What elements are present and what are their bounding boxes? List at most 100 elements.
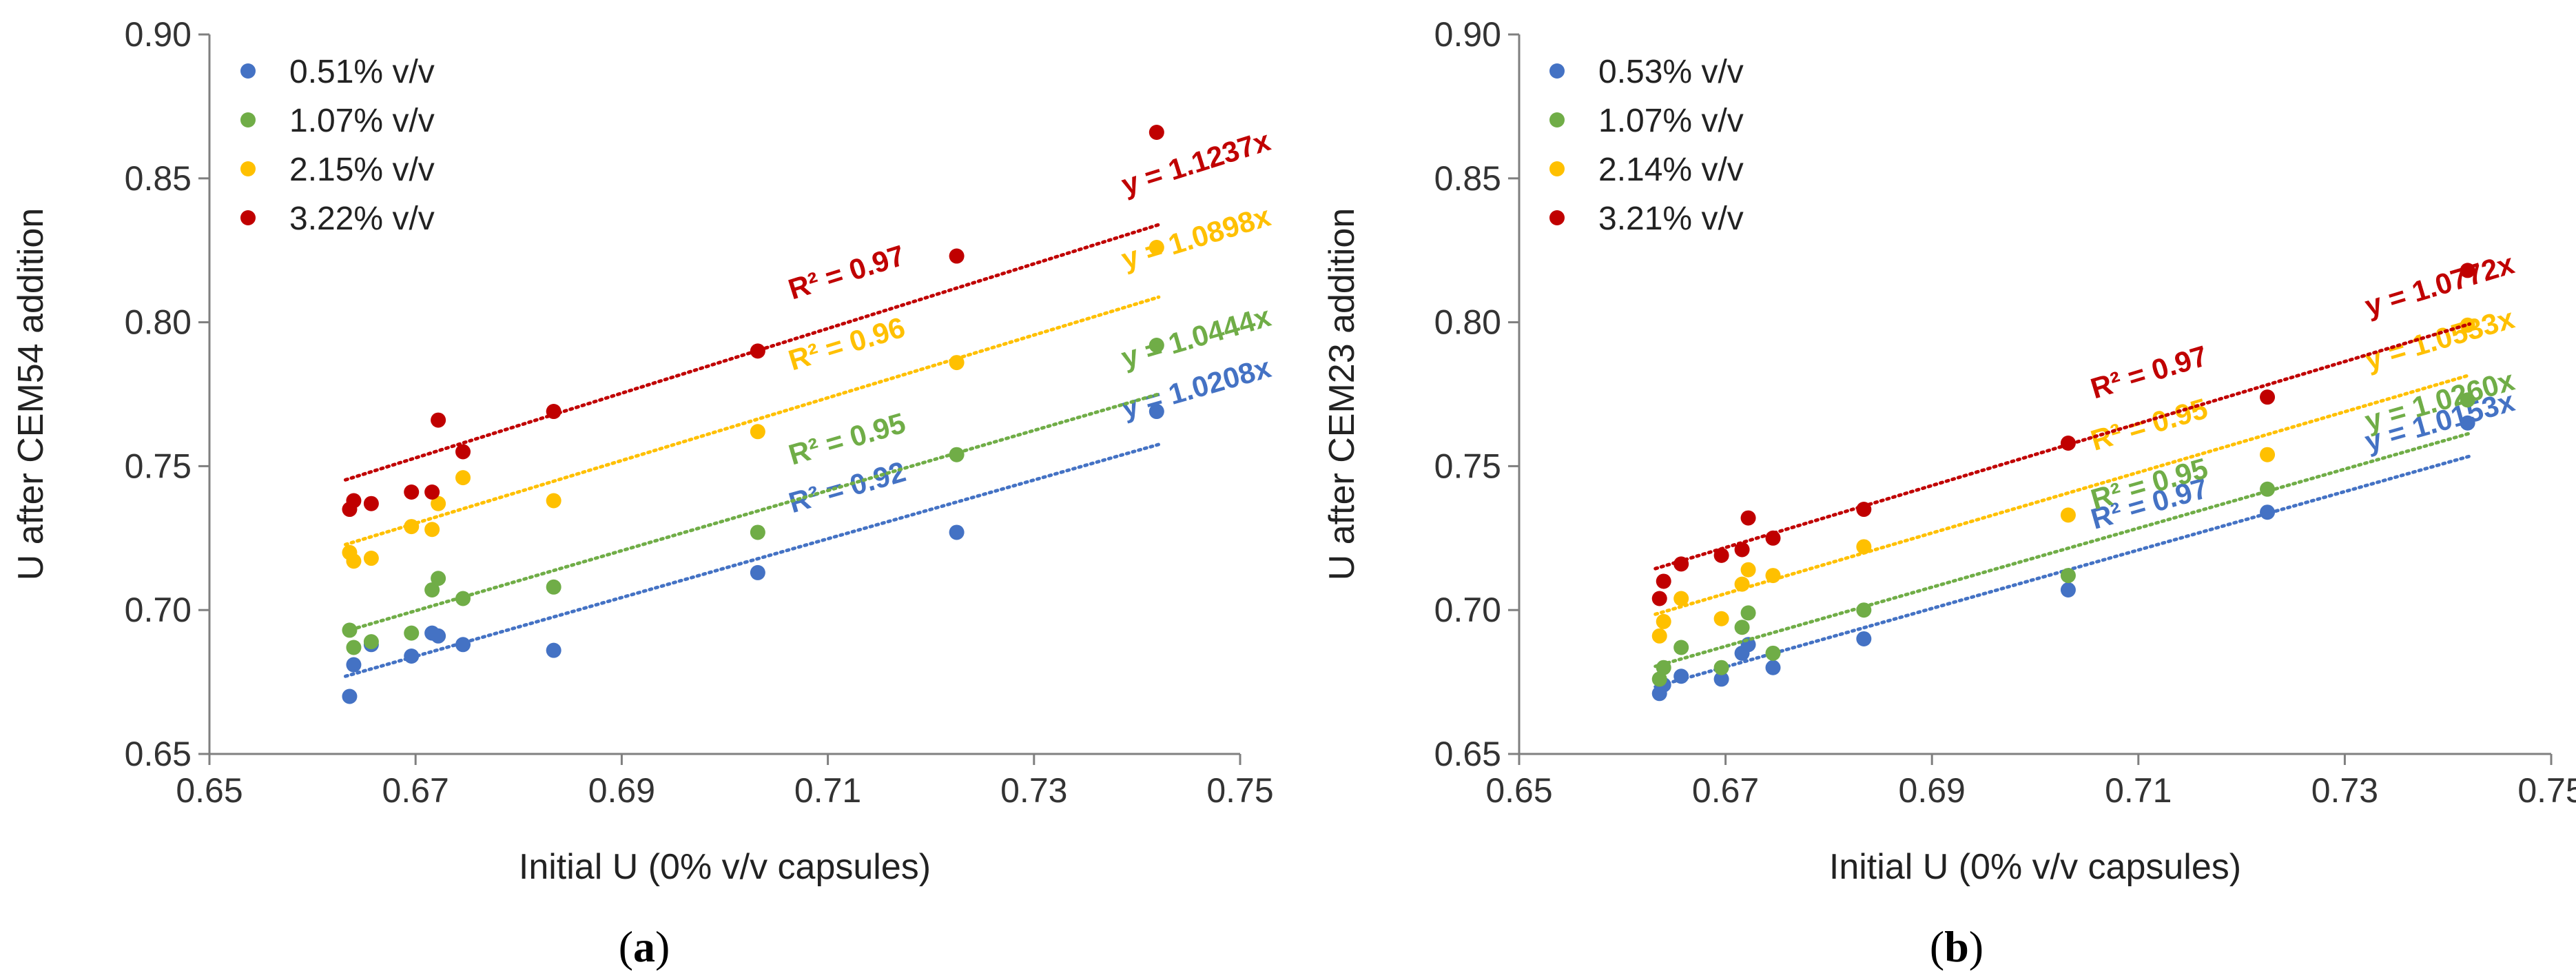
data-point <box>1651 628 1667 644</box>
y-tick-label: 0.75 <box>1434 447 1501 485</box>
trendline <box>343 295 1161 547</box>
x-axis-title: Initial U (0% v/v capsules) <box>1829 847 2241 887</box>
data-point <box>1713 547 1729 563</box>
data-point <box>2260 447 2276 462</box>
panel-label-letter: b <box>1944 922 1969 971</box>
data-point <box>1713 660 1729 675</box>
x-tick-label: 0.75 <box>1206 771 1273 810</box>
data-point <box>1856 602 1872 618</box>
data-point <box>1148 124 1164 140</box>
data-point <box>346 657 362 673</box>
data-point <box>1656 613 1671 629</box>
y-tick-label: 0.65 <box>1434 735 1501 773</box>
legend-label: 0.51% v/v <box>289 54 435 90</box>
data-point <box>949 355 965 371</box>
y-tick-label: 0.90 <box>1434 15 1501 54</box>
trendline <box>1653 373 2472 616</box>
x-tick-label: 0.69 <box>1899 771 1966 810</box>
y-tick-label: 0.65 <box>125 735 192 773</box>
x-tick-label: 0.71 <box>2105 771 2172 810</box>
legend-marker <box>240 63 256 79</box>
legend-marker <box>1549 210 1565 225</box>
data-point <box>1734 620 1750 635</box>
data-point <box>2460 392 2475 408</box>
legend-marker <box>1549 112 1565 127</box>
legend-marker <box>240 112 256 127</box>
data-point <box>1651 591 1667 606</box>
legend-label: 2.15% v/v <box>289 152 435 188</box>
legend-marker <box>240 161 256 176</box>
y-axis-title: U after CEM23 addition <box>1322 208 1362 581</box>
chart-panel-a: 0.65 0.70 0.75 0.80 0.85 0.90 0.65 0.67 0.69 0.71… <box>11 15 1275 971</box>
data-point <box>2260 481 2276 497</box>
y-tick-label: 0.85 <box>125 159 192 198</box>
data-point <box>363 496 379 511</box>
r-squared-label: R² = 0.96 <box>785 311 909 377</box>
data-point <box>949 524 965 540</box>
data-point <box>2460 415 2475 431</box>
data-point <box>431 571 446 586</box>
y-tick-label: 0.80 <box>125 303 192 342</box>
data-point <box>1673 640 1689 655</box>
y-axis-title: U after CEM54 addition <box>11 208 51 581</box>
data-point <box>346 640 362 655</box>
x-tick-label: 0.67 <box>382 771 449 810</box>
legend-label: 3.22% v/v <box>289 201 435 237</box>
data-point <box>431 412 446 428</box>
y-tick-label: 0.90 <box>125 15 192 54</box>
x-tick-label: 0.73 <box>2311 771 2378 810</box>
data-point <box>1734 542 1750 558</box>
y-tick-label: 0.75 <box>125 447 192 485</box>
data-point <box>1656 573 1671 589</box>
data-point <box>1740 605 1756 621</box>
data-point <box>546 579 561 595</box>
data-point <box>1148 338 1164 354</box>
equation-label: y = 1.0898x <box>1117 199 1275 275</box>
data-point <box>342 622 358 638</box>
y-tick-label: 0.70 <box>1434 591 1501 629</box>
data-point <box>1656 660 1671 675</box>
data-point <box>1856 631 1872 646</box>
data-point <box>404 625 420 641</box>
panel-label-close: ) <box>1969 922 1983 971</box>
data-point <box>2260 504 2276 520</box>
data-point <box>424 484 440 500</box>
data-point <box>1740 510 1756 526</box>
legend-label: 3.21% v/v <box>1598 201 1744 237</box>
data-point <box>342 688 358 704</box>
data-point <box>2460 263 2475 278</box>
data-point <box>363 634 379 650</box>
data-point <box>455 444 471 460</box>
data-point <box>424 582 440 598</box>
data-point <box>1765 568 1781 584</box>
trendline <box>343 442 1161 678</box>
r-squared-label: R² = 0.97 <box>785 239 909 306</box>
x-tick-label: 0.65 <box>176 771 243 810</box>
data-point <box>750 343 765 359</box>
legend-marker <box>240 210 256 225</box>
data-point <box>346 493 362 509</box>
data-point <box>949 447 965 462</box>
x-tick-label: 0.71 <box>794 771 861 810</box>
y-tick-label: 0.80 <box>1434 303 1501 342</box>
data-point <box>1856 539 1872 555</box>
x-axis-title: Initial U (0% v/v capsules) <box>519 847 931 887</box>
data-point <box>1713 611 1729 626</box>
data-point <box>546 642 561 658</box>
data-point <box>431 628 446 644</box>
data-point <box>1765 645 1781 661</box>
legend-label: 1.07% v/v <box>1598 103 1744 139</box>
panel-label-open: ( <box>1930 922 1944 971</box>
x-tick-label: 0.73 <box>1000 771 1067 810</box>
legend-label: 0.53% v/v <box>1598 54 1744 90</box>
data-point <box>404 519 420 535</box>
data-point <box>949 248 965 264</box>
data-point <box>455 591 471 606</box>
data-point <box>455 470 471 486</box>
x-tick-label: 0.75 <box>2517 771 2576 810</box>
data-point <box>1148 404 1164 420</box>
y-tick-label: 0.70 <box>125 591 192 629</box>
trendline <box>343 392 1161 633</box>
data-point <box>546 493 561 509</box>
